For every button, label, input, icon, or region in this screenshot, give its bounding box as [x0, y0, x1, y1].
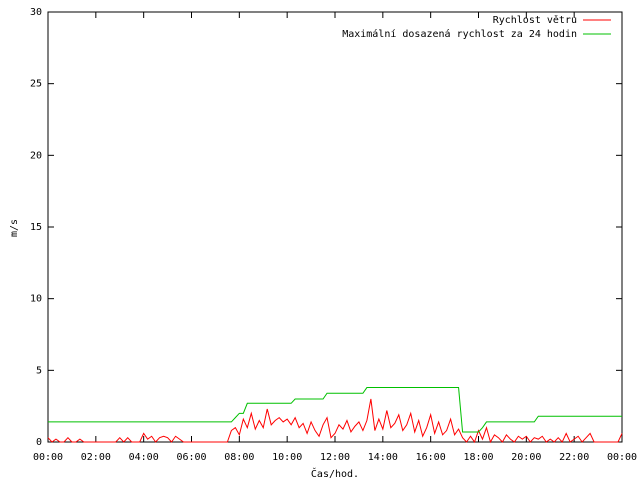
legend-label: Maximální dosazená rychlost za 24 hodin: [342, 28, 577, 40]
x-tick-label: 14:00: [368, 452, 398, 463]
y-tick-label: 30: [30, 7, 42, 18]
series-line: [48, 387, 622, 433]
y-axis-label: m/s: [9, 219, 20, 237]
y-tick-label: 20: [30, 150, 42, 161]
plot-frame: [47, 11, 623, 443]
x-tick-label: 06:00: [176, 452, 206, 463]
x-tick-label: 22:00: [559, 452, 589, 463]
x-tick-label: 18:00: [463, 452, 493, 463]
series-line: [47, 398, 623, 444]
x-tick-label: 08:00: [224, 452, 254, 463]
x-tick-label: 00:00: [607, 452, 637, 463]
y-tick-label: 5: [36, 365, 42, 376]
x-tick-label: 16:00: [416, 452, 446, 463]
y-tick-label: 0: [36, 437, 42, 448]
legend-label: Rychlost větru: [493, 14, 577, 26]
x-tick-label: 00:00: [33, 452, 63, 463]
x-tick-label: 12:00: [320, 452, 350, 463]
x-axis-label: Čas/hod.: [311, 467, 359, 480]
y-tick-label: 10: [30, 294, 42, 305]
x-tick-label: 04:00: [129, 452, 159, 463]
x-tick-label: 20:00: [511, 452, 541, 463]
x-tick-label: 02:00: [81, 452, 111, 463]
x-tick-label: 10:00: [272, 452, 302, 463]
y-tick-label: 15: [30, 222, 42, 233]
y-tick-label: 25: [30, 79, 42, 90]
